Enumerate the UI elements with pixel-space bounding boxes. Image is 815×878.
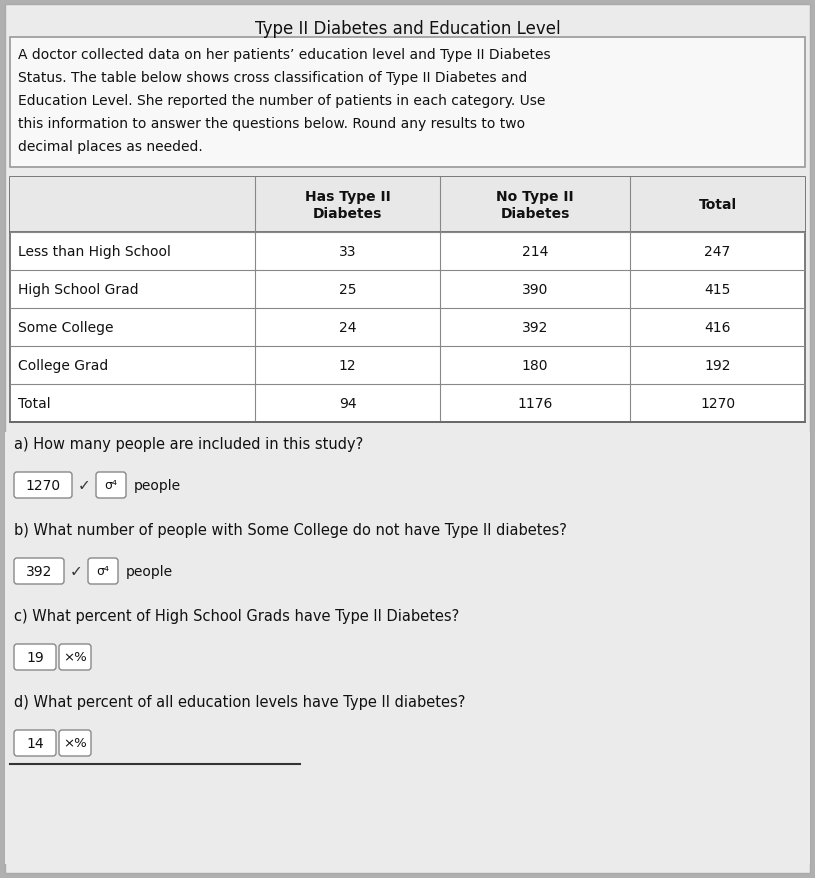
Text: a) How many people are included in this study?: a) How many people are included in this … xyxy=(14,436,363,451)
Text: Some College: Some College xyxy=(18,320,113,335)
Text: Has Type II
Diabetes: Has Type II Diabetes xyxy=(305,190,390,221)
Bar xyxy=(5,433,810,864)
Text: No Type II
Diabetes: No Type II Diabetes xyxy=(496,190,574,221)
FancyBboxPatch shape xyxy=(88,558,118,585)
Text: people: people xyxy=(134,479,181,493)
Text: 390: 390 xyxy=(522,283,548,297)
Text: A doctor collected data on her patients’ education level and Type II Diabetes: A doctor collected data on her patients’… xyxy=(18,48,551,62)
Text: 180: 180 xyxy=(522,358,548,372)
Text: ×%: ×% xyxy=(63,737,87,750)
Text: 12: 12 xyxy=(339,358,356,372)
Text: College Grad: College Grad xyxy=(18,358,108,372)
Text: 25: 25 xyxy=(339,283,356,297)
Text: 14: 14 xyxy=(26,736,44,750)
Text: 392: 392 xyxy=(26,565,52,579)
Text: ✓: ✓ xyxy=(78,478,90,493)
FancyBboxPatch shape xyxy=(14,730,56,756)
Text: 1270: 1270 xyxy=(700,397,735,411)
Text: 1270: 1270 xyxy=(25,479,60,493)
Text: Type II Diabetes and Education Level: Type II Diabetes and Education Level xyxy=(254,20,561,38)
FancyBboxPatch shape xyxy=(14,472,72,499)
Text: 94: 94 xyxy=(339,397,356,411)
FancyBboxPatch shape xyxy=(14,558,64,585)
Text: 192: 192 xyxy=(704,358,731,372)
Text: Status. The table below shows cross classification of Type II Diabetes and: Status. The table below shows cross clas… xyxy=(18,71,527,85)
Text: 416: 416 xyxy=(704,320,731,335)
Text: ×%: ×% xyxy=(63,651,87,664)
FancyBboxPatch shape xyxy=(59,730,91,756)
Text: 415: 415 xyxy=(704,283,731,297)
Text: b) What number of people with Some College do not have Type II diabetes?: b) What number of people with Some Colle… xyxy=(14,522,567,537)
Text: Less than High School: Less than High School xyxy=(18,245,171,259)
Text: decimal places as needed.: decimal places as needed. xyxy=(18,140,203,154)
FancyBboxPatch shape xyxy=(96,472,126,499)
Text: people: people xyxy=(126,565,173,579)
Text: d) What percent of all education levels have Type II diabetes?: d) What percent of all education levels … xyxy=(14,694,465,709)
Bar xyxy=(10,38,805,168)
Text: 33: 33 xyxy=(339,245,356,259)
Text: 392: 392 xyxy=(522,320,548,335)
Text: σ⁴: σ⁴ xyxy=(96,565,109,578)
Text: 1176: 1176 xyxy=(518,397,553,411)
Text: 24: 24 xyxy=(339,320,356,335)
Text: High School Grad: High School Grad xyxy=(18,283,139,297)
Text: 214: 214 xyxy=(522,245,548,259)
Text: Education Level. She reported the number of patients in each category. Use: Education Level. She reported the number… xyxy=(18,94,545,108)
Bar xyxy=(10,178,805,422)
Bar xyxy=(10,178,805,233)
Text: this information to answer the questions below. Round any results to two: this information to answer the questions… xyxy=(18,117,525,131)
Text: Total: Total xyxy=(18,397,51,411)
Text: 247: 247 xyxy=(704,245,730,259)
Text: c) What percent of High School Grads have Type II Diabetes?: c) What percent of High School Grads hav… xyxy=(14,608,459,623)
FancyBboxPatch shape xyxy=(14,644,56,670)
Text: Total: Total xyxy=(698,198,737,212)
Text: 19: 19 xyxy=(26,651,44,665)
FancyBboxPatch shape xyxy=(59,644,91,670)
Text: ✓: ✓ xyxy=(70,564,83,579)
Text: σ⁴: σ⁴ xyxy=(104,479,117,492)
